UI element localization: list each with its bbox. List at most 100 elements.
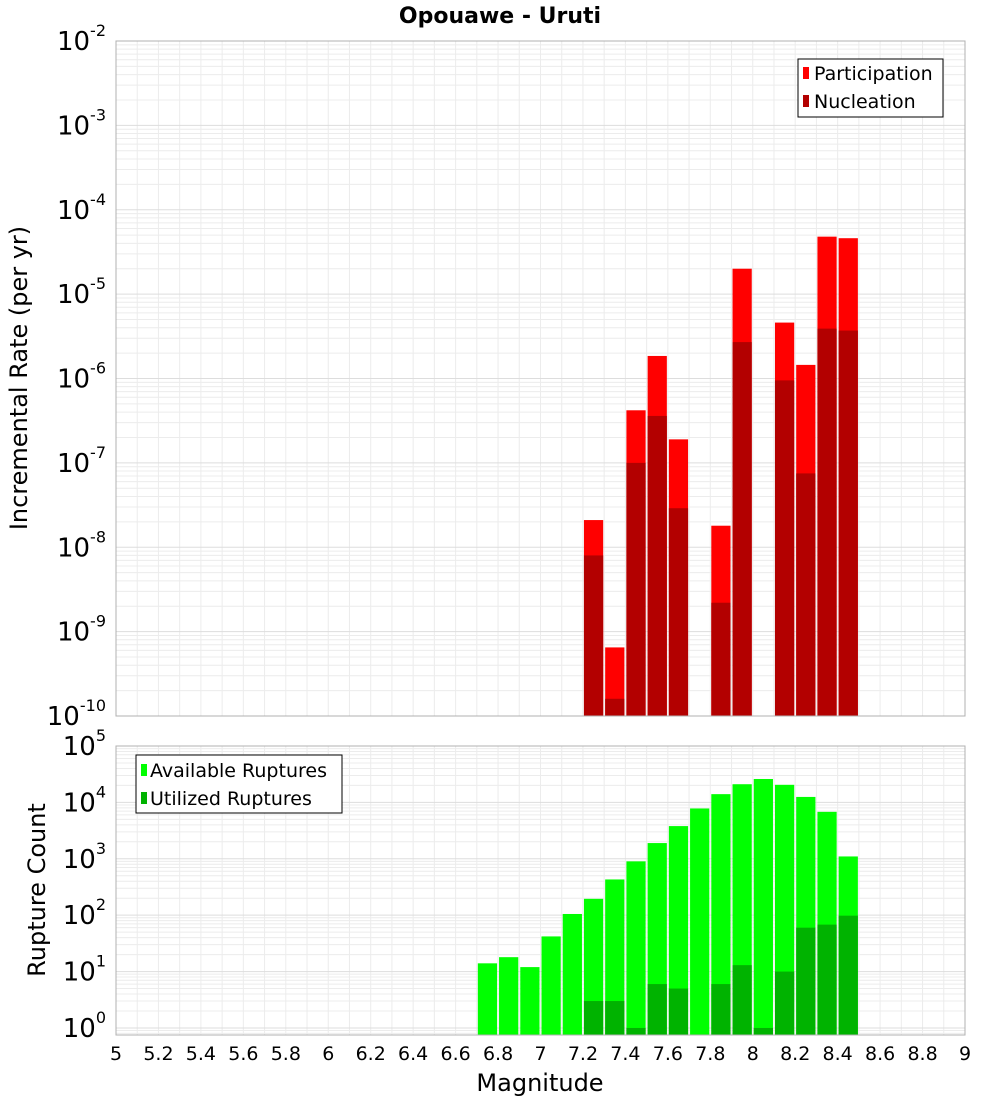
x-tick-label: 8.6 bbox=[865, 1043, 895, 1065]
y-tick-base: 10 bbox=[63, 901, 96, 931]
y-tick-base: 10 bbox=[57, 449, 90, 479]
available-ruptures-bar bbox=[605, 879, 625, 1035]
y-tick-exponent: 2 bbox=[96, 895, 106, 914]
nucleation-legend-label: Nucleation bbox=[814, 91, 916, 113]
y-tick-exponent: -6 bbox=[90, 359, 106, 378]
utilized-ruptures-bar bbox=[647, 984, 667, 1035]
nucleation-bar bbox=[605, 698, 625, 716]
y-tick-exponent: 1 bbox=[96, 952, 106, 971]
x-tick-label: 6.2 bbox=[356, 1043, 386, 1065]
x-tick-label: 7 bbox=[534, 1043, 546, 1065]
y-tick-label: 102 bbox=[63, 895, 106, 931]
y-tick-base: 10 bbox=[57, 196, 90, 226]
y-tick-base: 10 bbox=[57, 111, 90, 141]
y-tick-exponent: 3 bbox=[96, 839, 106, 858]
available-ruptures-bar bbox=[626, 861, 646, 1035]
available-ruptures-bar bbox=[520, 967, 540, 1035]
x-tick-label: 8.8 bbox=[907, 1043, 937, 1065]
utilized-ruptures-bar bbox=[711, 984, 731, 1035]
y-tick-base: 10 bbox=[57, 27, 90, 57]
rate-bars bbox=[583, 236, 858, 716]
count-plot-frame bbox=[115, 745, 966, 1036]
y-tick-label: 10-4 bbox=[57, 190, 106, 226]
utilized-ruptures-legend-swatch bbox=[141, 792, 147, 804]
available-ruptures-legend-label: Available Ruptures bbox=[150, 760, 327, 782]
y-tick-label: 10-10 bbox=[47, 696, 106, 732]
rate-plot-frame bbox=[115, 40, 966, 717]
available-ruptures-bar bbox=[753, 778, 773, 1035]
y-tick-label: 10-2 bbox=[57, 21, 106, 57]
y-tick-base: 10 bbox=[57, 533, 90, 563]
x-tick-label: 6 bbox=[322, 1043, 334, 1065]
nucleation-bar bbox=[774, 380, 795, 716]
utilized-ruptures-bar bbox=[838, 915, 858, 1035]
available-ruptures-bar bbox=[690, 808, 710, 1035]
x-tick-label: 8.2 bbox=[780, 1043, 810, 1065]
available-ruptures-bar bbox=[562, 913, 582, 1035]
available-ruptures-bar bbox=[541, 936, 561, 1035]
utilized-ruptures-legend-label: Utilized Ruptures bbox=[150, 788, 312, 810]
x-tick-label: 8.4 bbox=[823, 1043, 853, 1065]
available-ruptures-bar bbox=[477, 963, 498, 1035]
rate-legend-box bbox=[797, 58, 944, 118]
utilized-ruptures-bar bbox=[817, 924, 837, 1035]
participation-legend-swatch bbox=[803, 67, 809, 79]
utilized-ruptures-bar bbox=[732, 965, 752, 1035]
y-tick-label: 104 bbox=[63, 782, 106, 818]
utilized-ruptures-bar bbox=[796, 927, 816, 1035]
nucleation-bar bbox=[626, 462, 646, 716]
y-tick-exponent: 0 bbox=[96, 1008, 106, 1027]
y-tick-label: 10-5 bbox=[57, 274, 106, 310]
y-tick-base: 10 bbox=[47, 702, 80, 732]
rate-y-axis-label: Incremental Rate (per yr) bbox=[5, 226, 33, 530]
x-tick-label: 6.8 bbox=[483, 1043, 513, 1065]
y-tick-base: 10 bbox=[63, 788, 96, 818]
utilized-ruptures-bar bbox=[605, 1001, 625, 1035]
y-tick-exponent: 4 bbox=[96, 782, 106, 801]
y-tick-base: 10 bbox=[63, 958, 96, 988]
y-tick-label: 10-7 bbox=[57, 443, 106, 479]
y-tick-label: 10-3 bbox=[57, 105, 106, 141]
nucleation-bar bbox=[838, 330, 858, 716]
nucleation-bar bbox=[817, 328, 837, 716]
available-ruptures-bar bbox=[499, 957, 519, 1035]
nucleation-bar bbox=[583, 555, 604, 716]
x-tick-label: 7.6 bbox=[653, 1043, 683, 1065]
y-tick-exponent: -7 bbox=[90, 443, 106, 462]
utilized-ruptures-bar bbox=[668, 988, 689, 1035]
available-ruptures-bar bbox=[711, 794, 731, 1035]
x-tick-label: 7.8 bbox=[695, 1043, 725, 1065]
y-tick-exponent: -2 bbox=[90, 21, 106, 40]
x-tick-label: 5.6 bbox=[228, 1043, 258, 1065]
magnitude-tick-labels: 5 5.2 5.4 5.6 5.8 6 6.2 6.4 6.6 6.8 7 7.2 7.4 7.6 7.8 8… bbox=[110, 1043, 971, 1065]
x-tick-label: 6.6 bbox=[440, 1043, 470, 1065]
y-tick-exponent: -5 bbox=[90, 274, 106, 293]
x-tick-label: 5 bbox=[110, 1043, 122, 1065]
y-tick-exponent: -8 bbox=[90, 527, 106, 546]
x-axis-label: Magnitude bbox=[476, 1069, 603, 1097]
nucleation-bar bbox=[647, 415, 667, 716]
y-tick-base: 10 bbox=[63, 1014, 96, 1044]
available-ruptures-legend-swatch bbox=[141, 764, 147, 776]
count-legend-box bbox=[135, 754, 343, 814]
x-tick-label: 9 bbox=[959, 1043, 971, 1065]
x-tick-label: 7.2 bbox=[568, 1043, 598, 1065]
x-tick-label: 5.2 bbox=[143, 1043, 173, 1065]
chart-title: Opouawe - Uruti bbox=[399, 4, 601, 29]
y-tick-label: 10-9 bbox=[57, 612, 106, 648]
x-tick-label: 6.4 bbox=[398, 1043, 428, 1065]
y-tick-exponent: -4 bbox=[90, 190, 106, 209]
nucleation-legend-swatch bbox=[803, 95, 809, 107]
x-tick-label: 5.8 bbox=[271, 1043, 301, 1065]
x-tick-label: 5.4 bbox=[186, 1043, 216, 1065]
count-y-axis-label: Rupture Count bbox=[23, 803, 51, 977]
nucleation-bar bbox=[668, 508, 689, 716]
y-tick-base: 10 bbox=[63, 732, 96, 762]
available-ruptures-bar bbox=[583, 898, 604, 1035]
rate-gridlines bbox=[115, 41, 966, 717]
utilized-ruptures-bar bbox=[583, 1001, 604, 1035]
